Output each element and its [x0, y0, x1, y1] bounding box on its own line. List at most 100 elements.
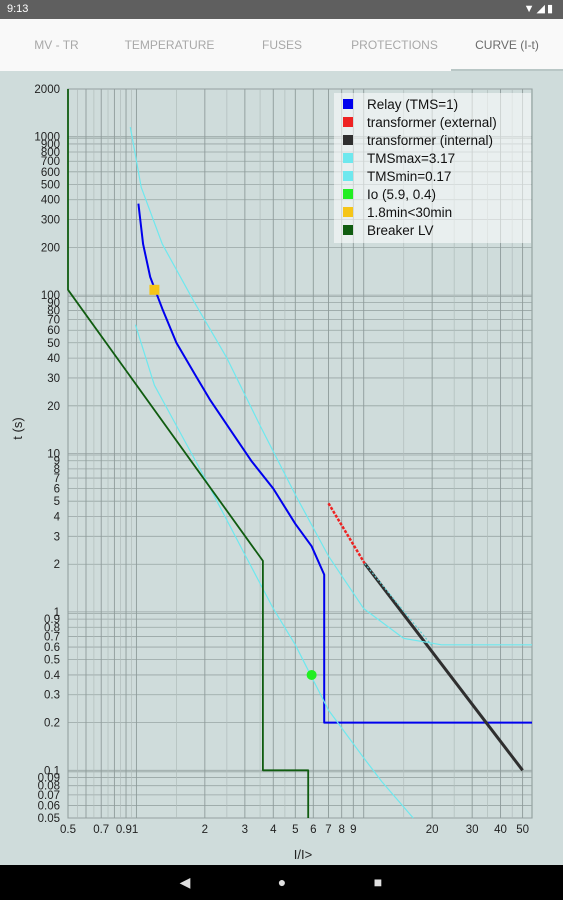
internal-overlay-line — [364, 563, 433, 647]
back-icon[interactable]: ◀ — [179, 874, 191, 890]
legend-swatch — [343, 153, 353, 163]
y-tick-label: 500 — [41, 179, 60, 191]
y-tick-label: 8 — [54, 464, 60, 476]
x-axis-label: I/I> — [294, 847, 312, 862]
series-line-2 — [363, 562, 524, 772]
x-tick-label: 4 — [270, 824, 277, 836]
y-tick-label: 30 — [47, 373, 60, 385]
x-tick-label: 9 — [350, 824, 356, 836]
y-tick-label: 4 — [54, 512, 61, 524]
y-tick-label: 1 — [54, 607, 60, 619]
home-icon[interactable]: ● — [277, 874, 287, 890]
x-tick-label: 20 — [426, 824, 439, 836]
y-tick-label: 0.1 — [44, 765, 60, 777]
y-tick-label: 100 — [41, 290, 60, 302]
y-tick-label: 0.4 — [44, 670, 61, 682]
chart-area: 2000 1000 900 800 700 600 500 400 300 200 100 90 80 7… — [0, 71, 563, 865]
y-tick-label: 3 — [54, 531, 60, 543]
y-tick-label: 0.5 — [44, 655, 60, 667]
legend-swatch — [343, 207, 353, 217]
y-tick-label: 700 — [41, 156, 60, 168]
x-tick-label: 6 — [310, 824, 316, 836]
tab-curve[interactable]: CURVE (I-t) — [451, 19, 563, 71]
status-time: 9:13 — [7, 3, 29, 15]
status-icons: ▼◢▮ — [523, 3, 555, 15]
y-tick-label: 0.08 — [38, 781, 60, 793]
legend-label: Relay (TMS=1) — [367, 97, 458, 112]
threshold-marker-point — [149, 284, 160, 295]
x-tick-label: 5 — [292, 824, 298, 836]
y-tick-label: 6 — [54, 484, 60, 496]
y-tick-label: 0.7 — [44, 631, 60, 643]
curve-chart[interactable]: 2000100090080070060050040030020010090807… — [0, 71, 563, 865]
y-tick-label: 900 — [41, 139, 60, 151]
x-tick-label: 3 — [242, 824, 248, 836]
y-tick-label: 10 — [47, 449, 60, 461]
x-tick-label: 2 — [202, 824, 208, 836]
y-tick-label: 9 — [54, 456, 60, 468]
series-line-1 — [327, 502, 366, 565]
legend-swatch — [343, 189, 353, 199]
tab-bar: MV - TR TEMPERATURE FUSES PROTECTIONS CU… — [0, 19, 563, 72]
x-tick-label: 0.91 — [116, 824, 138, 836]
y-tick-label: 0.8 — [44, 622, 60, 634]
y-tick-label: 70 — [47, 315, 60, 327]
x-tick-label: 0.7 — [93, 824, 109, 836]
legend-label: transformer (internal) — [367, 133, 493, 148]
y-tick-label: 600 — [41, 167, 60, 179]
y-tick-label: 200 — [41, 242, 60, 254]
legend-label: Breaker LV — [367, 223, 434, 238]
x-tick-label: 8 — [338, 824, 344, 836]
status-bar: 9:13 ▼◢▮ — [0, 0, 563, 19]
y-tick-label: 0.6 — [44, 642, 60, 654]
y-tick-label: 0.9 — [44, 614, 60, 626]
y-tick-label: 80 — [47, 305, 60, 317]
y-tick-label: 2 — [54, 559, 60, 571]
series-line-3 — [129, 126, 532, 646]
legend-label: transformer (external) — [367, 115, 497, 130]
x-tick-label: 30 — [466, 824, 479, 836]
tab-fuses[interactable]: FUSES — [261, 38, 302, 52]
legend-swatch — [343, 171, 353, 181]
y-tick-label: 0.3 — [44, 690, 60, 702]
y-tick-label: 0.07 — [38, 790, 60, 802]
legend-label: TMSmin=0.17 — [367, 169, 451, 184]
y-tick-label: 60 — [47, 325, 60, 337]
legend-label: TMSmax=3.17 — [367, 151, 455, 166]
y-tick-label: 20 — [47, 401, 60, 413]
navigation-bar: ◀ ● ■ — [0, 865, 563, 900]
legend-swatch — [343, 135, 353, 145]
x-tick-label: 40 — [494, 824, 507, 836]
y-tick-label: 5 — [54, 496, 60, 508]
legend-label: Io (5.9, 0.4) — [367, 187, 436, 202]
y-tick-label: 2000 — [34, 84, 60, 96]
y-tick-label: 0.2 — [44, 718, 60, 730]
tab-protections[interactable]: PROTECTIONS — [351, 38, 438, 52]
io-marker-point — [306, 669, 317, 680]
y-tick-label: 7 — [54, 473, 60, 485]
legend-swatch — [343, 225, 353, 235]
y-tick-label: 400 — [41, 195, 60, 207]
y-tick-label: 0.06 — [38, 800, 60, 812]
series-line-4 — [134, 324, 414, 819]
x-tick-label: 7 — [325, 824, 331, 836]
y-tick-label: 40 — [47, 353, 60, 365]
y-tick-label: 800 — [41, 147, 60, 159]
y-tick-label: 1000 — [34, 132, 60, 144]
recents-icon[interactable]: ■ — [373, 874, 383, 890]
y-tick-label: 0.09 — [38, 773, 60, 785]
legend-swatch — [343, 117, 353, 127]
tab-temperature[interactable]: TEMPERATURE — [124, 38, 215, 52]
y-tick-label: 300 — [41, 215, 60, 227]
series-line-7 — [67, 89, 310, 818]
y-tick-label: 0.05 — [38, 813, 60, 825]
tab-mv-tr[interactable]: MV - TR — [34, 38, 79, 52]
legend-swatch — [343, 99, 353, 109]
legend-label: 1.8min<30min — [367, 205, 452, 220]
x-tick-label: 0.5 — [60, 824, 76, 836]
y-tick-label: 50 — [47, 338, 60, 350]
y-tick-label: 90 — [47, 297, 60, 309]
x-tick-label: 50 — [516, 824, 529, 836]
y-axis-label: t (s) — [10, 417, 25, 439]
legend-box — [334, 93, 531, 243]
